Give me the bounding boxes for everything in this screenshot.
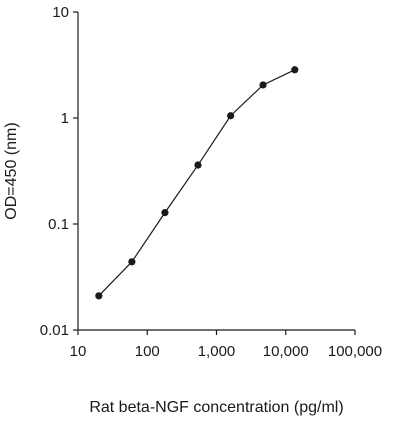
tick-labels: 0.01 0.1 1 10 10 100 1,000 10,000 100,000 [40,4,382,360]
axes [77,12,355,331]
x-tick-label: 1,000 [198,343,236,360]
x-tick-label: 10 [70,343,87,360]
y-tick-label: 10 [52,4,69,21]
x-axis-title: Rat beta-NGF concentration (pg/ml) [89,399,343,416]
data-point [227,112,235,120]
series-line [98,69,296,297]
x-tick-label: 100 [135,343,160,360]
x-tick-label: 100,000 [328,343,382,360]
y-axis-title: OD=450 (nm) [3,122,20,219]
series [95,66,299,300]
y-tick-label: 0.01 [40,322,69,339]
y-tick-label: 1 [61,110,69,127]
data-point [95,292,103,300]
x-tick-label: 10,000 [263,343,309,360]
data-point [291,66,299,74]
data-point [128,258,136,266]
y-tick-label: 0.1 [48,216,69,233]
data-point [161,209,169,217]
data-point [259,81,267,89]
tick-marks [73,11,356,335]
data-point [194,161,202,169]
